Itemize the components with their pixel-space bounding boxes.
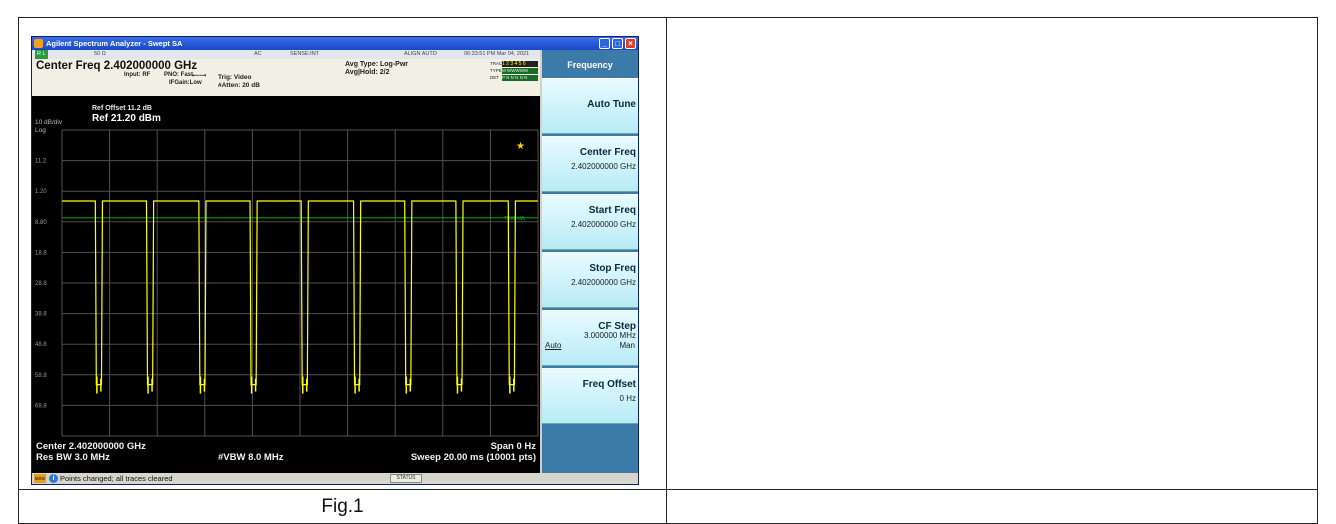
auto-tune-softkey[interactable]: Auto Tune (542, 78, 638, 134)
stop-freq-softkey-value: 2.402000000 GHz (571, 278, 636, 287)
det-label: DET (490, 75, 499, 80)
avg-type-readout: Avg Type: Log-Pwr (345, 61, 408, 68)
figure-caption: Fig.1 (321, 496, 364, 517)
center-freq-softkey-value: 2.402000000 GHz (571, 162, 636, 171)
trace-plot: 11.21.208.8018.828.838.848.858.868.8TRIG… (35, 129, 539, 437)
softkey-menu-title: Frequency (567, 60, 613, 70)
y-tick-label: 28.8 (35, 281, 47, 287)
close-button[interactable]: × (625, 38, 636, 49)
pno-readout: PNO: Fast (164, 72, 194, 78)
message-bar: MSG i Points changed; all traces cleared… (32, 473, 638, 484)
res-bw-label: Res BW 3.0 MHz (36, 452, 110, 463)
y-tick-label: 38.8 (35, 312, 47, 318)
start-freq-softkey-label: Start Freq (588, 205, 636, 216)
analyzer-display[interactable]: Ref Offset 11.2 dB Ref 21.20 dBm 10 dB/d… (32, 96, 540, 473)
ref-offset-label: Ref Offset 11.2 dB (92, 105, 152, 112)
align-indicator: ALIGN AUTO (404, 51, 437, 57)
freq-offset-softkey-value: 0 Hz (619, 394, 636, 403)
rl-indicator: R L (35, 50, 48, 59)
input-readout: Input: RF (124, 72, 151, 78)
center-freq-readout: Center Freq 2.402000000 GHz (36, 60, 198, 72)
freq-offset-softkey[interactable]: Freq Offset 0 Hz (542, 368, 638, 424)
stop-freq-softkey[interactable]: Stop Freq 2.402000000 GHz (542, 252, 638, 308)
trig-readout: Trig: Video (218, 74, 252, 81)
sense-indicator: SENSE:INT (290, 51, 320, 57)
measurement-header: Center Freq 2.402000000 GHz Input: RF PN… (32, 59, 540, 96)
instrument-status-bar: R L 50 Ω AC SENSE:INT ALIGN AUTO 06:33:5… (32, 50, 540, 59)
trace-row: 1 2 3 4 5 6 (502, 61, 538, 67)
y-tick-label: 48.8 (35, 342, 47, 348)
app-icon (34, 39, 43, 48)
y-tick-label: 68.8 (35, 403, 47, 409)
type-label: TYPE (490, 68, 502, 73)
cf-step-man-option[interactable]: Man (619, 341, 635, 350)
ifgain-readout: IFGain:Low (169, 80, 202, 86)
det-row: P N N N N N (502, 75, 538, 81)
minimize-button[interactable]: _ (599, 38, 610, 49)
table-row-divider (19, 489, 1317, 490)
trace-label: TRACE (490, 61, 506, 66)
y-tick-label: 58.8 (35, 373, 47, 379)
cf-step-softkey[interactable]: CF Step 3.000000 MHz Auto Man (542, 310, 638, 366)
start-freq-softkey[interactable]: Start Freq 2.402000000 GHz (542, 194, 638, 250)
center-freq-softkey[interactable]: Center Freq 2.402000000 GHz (542, 136, 638, 192)
info-icon: i (49, 474, 58, 483)
pno-arrow-icon: ⟵⟶ (192, 73, 207, 79)
analyzer-window: Agilent Spectrum Analyzer - Swept SA _ □… (32, 37, 638, 484)
avg-hold-readout: Avg|Hold: 2/2 (345, 69, 390, 76)
star-icon: ★ (516, 141, 525, 152)
message-text: Points changed; all traces cleared (60, 474, 173, 483)
center-label: Center 2.402000000 GHz (36, 441, 146, 452)
type-row: M WWWWW (502, 68, 538, 74)
vbw-label: #VBW 8.0 MHz (218, 452, 284, 463)
sweep-label: Sweep 20.00 ms (10001 pts) (410, 452, 536, 463)
scale-label: 10 dB/div (35, 119, 63, 126)
cf-step-softkey-label: CF Step (598, 321, 636, 332)
msg-badge: MSG (34, 474, 46, 483)
y-tick-label: 8.80 (35, 220, 47, 226)
y-tick-label: 11.2 (35, 159, 47, 165)
impedance-indicator: 50 Ω (94, 51, 106, 57)
y-tick-label: 18.8 (35, 250, 47, 256)
atten-readout: #Atten: 20 dB (218, 82, 260, 89)
cf-step-auto-option[interactable]: Auto (545, 341, 562, 350)
auto-tune-label: Auto Tune (587, 99, 636, 110)
softkey-panel: Frequency Auto Tune Center Freq 2.402000… (542, 50, 638, 473)
start-freq-softkey-value: 2.402000000 GHz (571, 220, 636, 229)
status-button[interactable]: STATUS (390, 474, 422, 483)
center-freq-softkey-label: Center Freq (579, 147, 636, 158)
scale-type-label: Log (35, 127, 46, 134)
stop-freq-softkey-label: Stop Freq (589, 263, 636, 274)
cf-step-softkey-value: 3.000000 MHz (583, 331, 636, 340)
datetime-readout: 06:33:51 PM Mar 04, 2021 (464, 51, 530, 57)
window-title: Agilent Spectrum Analyzer - Swept SA (46, 39, 183, 48)
y-tick-label: 1.20 (35, 189, 47, 195)
window-titlebar[interactable]: Agilent Spectrum Analyzer - Swept SA _ □… (32, 37, 638, 50)
ref-level-label: Ref 21.20 dBm (92, 113, 161, 124)
coupling-indicator: AC (254, 51, 262, 57)
span-label: Span 0 Hz (490, 441, 536, 452)
table-column-divider (666, 18, 667, 524)
maximize-button[interactable]: □ (612, 38, 623, 49)
freq-offset-softkey-label: Freq Offset (582, 379, 636, 390)
